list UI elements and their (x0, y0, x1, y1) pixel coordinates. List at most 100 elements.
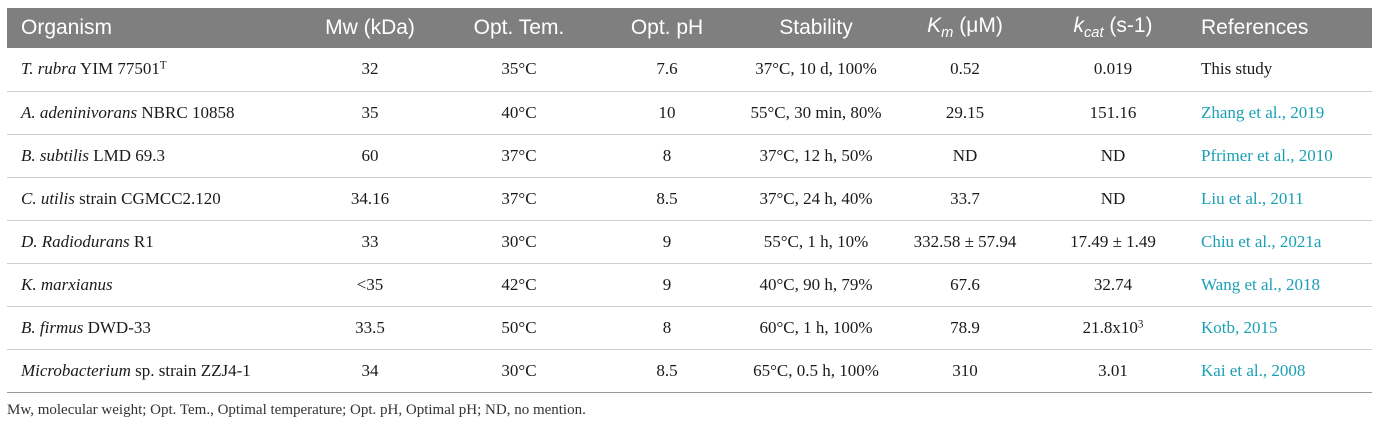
organism-strain: strain CGMCC2.120 (74, 188, 221, 208)
cell-organism: B. firmus DWD-33 (7, 306, 295, 349)
cell-stability: 40°C, 90 h, 79% (759, 274, 873, 294)
cell-opt-ph: 8.5 (656, 188, 678, 208)
cell-organism: Microbacterium sp. strain ZZJ4-1 (7, 349, 295, 392)
reference-link[interactable]: Liu et al., 2011 (1201, 188, 1304, 208)
cell-opt-ph: 9 (662, 231, 672, 251)
table-row: A. adeninivorans NBRC 10858 35 40°C 10 55°C,… (7, 91, 1372, 134)
table-footnote: Mw, molecular weight; Opt. Tem., Optimal… (7, 402, 586, 418)
header-opt-ph: Opt. pH (630, 16, 704, 39)
organism-genus-species: K. marxianus (21, 274, 113, 294)
cell-km: 0.52 (950, 59, 980, 79)
header-kcat-unit: (s-1) (1103, 14, 1153, 38)
cell-mw: 34 (361, 360, 379, 380)
cell-opt-tem: 37°C (501, 145, 537, 165)
cell-mw: <35 (356, 274, 384, 294)
reference-link[interactable]: Pfrimer et al., 2010 (1201, 145, 1333, 165)
header-kcat-subscript: cat (1083, 25, 1104, 42)
organism-genus-species: Microbacterium (21, 360, 131, 380)
header-km-unit: (μM) (953, 14, 1003, 38)
header-references: References (1201, 16, 1309, 39)
reference-link[interactable]: Chiu et al., 2021a (1201, 231, 1322, 251)
organism-superscript: T (159, 59, 167, 72)
cell-kcat: ND (1039, 177, 1187, 220)
organism-genus-species: B. subtilis (21, 145, 90, 165)
cell-mw: 33.5 (355, 317, 385, 337)
cell-mw: 32 (361, 59, 379, 79)
cell-opt-tem: 40°C (501, 102, 537, 122)
cell-opt-ph: 7.6 (656, 59, 678, 79)
cell-kcat: 17.49 ± 1.49 (1039, 220, 1187, 263)
cell-opt-ph: 10 (658, 102, 676, 122)
reference-text: This study (1201, 59, 1273, 79)
cell-opt-tem: 30°C (501, 360, 537, 380)
cell-organism: D. Radiodurans R1 (7, 220, 295, 263)
header-km-subscript: m (941, 25, 954, 42)
organism-genus-species: T. rubra (21, 59, 77, 79)
cell-opt-tem: 30°C (501, 231, 537, 251)
cell-stability: 55°C, 30 min, 80% (750, 102, 882, 122)
organism-strain: DWD-33 (83, 317, 151, 337)
header-km-symbol: K (927, 14, 942, 38)
kcat-value: ND (1100, 188, 1126, 208)
reference-link[interactable]: Wang et al., 2018 (1201, 274, 1321, 294)
kcat-superscript: 3 (1137, 317, 1144, 330)
organism-strain: LMD 69.3 (89, 145, 166, 165)
organism-genus-species: A. adeninivorans (21, 102, 138, 122)
header-opt-tem: Opt. Tem. (473, 16, 565, 39)
cell-km: 332.58 ± 57.94 (913, 231, 1017, 251)
cell-km: 310 (952, 360, 978, 380)
cell-opt-ph: 8 (662, 145, 672, 165)
enzyme-comparison-table: Organism Mw (kDa) Opt. Tem. Opt. pH Stab… (7, 8, 1372, 393)
kcat-value: 32.74 (1093, 274, 1133, 294)
cell-km: 33.7 (950, 188, 980, 208)
cell-stability: 37°C, 24 h, 40% (759, 188, 873, 208)
cell-mw: 33 (361, 231, 379, 251)
table-row: B. firmus DWD-33 33.5 50°C 8 60°C, 1 h, 100%… (7, 306, 1372, 349)
reference-link[interactable]: Kotb, 2015 (1201, 317, 1278, 337)
kcat-value: ND (1100, 145, 1126, 165)
cell-stability: 55°C, 1 h, 10% (763, 231, 869, 251)
kcat-value: 21.8x10 (1082, 317, 1138, 337)
header-km: Km (μM) (891, 8, 1039, 48)
kcat-value: 17.49 ± 1.49 (1070, 231, 1156, 251)
reference-link[interactable]: Zhang et al., 2019 (1201, 102, 1325, 122)
header-mw: Mw (kDa) (325, 16, 415, 39)
cell-opt-ph: 8 (662, 317, 672, 337)
header-stability: Stability (779, 16, 853, 39)
header-organism: Organism (21, 16, 113, 39)
kcat-value: 3.01 (1098, 360, 1128, 380)
cell-organism: A. adeninivorans NBRC 10858 (7, 91, 295, 134)
cell-opt-tem: 37°C (501, 188, 537, 208)
table-row: K. marxianus <35 42°C 9 40°C, 90 h, 79% 67.6 3… (7, 263, 1372, 306)
organism-genus-species: B. firmus (21, 317, 84, 337)
cell-kcat: 21.8x103 (1039, 306, 1187, 349)
cell-stability: 60°C, 1 h, 100% (759, 317, 873, 337)
enzyme-comparison-table-container: Organism Mw (kDa) Opt. Tem. Opt. pH Stab… (7, 8, 1372, 393)
reference-link[interactable]: Kai et al., 2008 (1201, 360, 1306, 380)
cell-kcat: 151.16 (1039, 91, 1187, 134)
table-body: T. rubra YIM 77501T 32 35°C 7.6 37°C, 10 d, … (7, 48, 1372, 392)
kcat-value: 151.16 (1089, 102, 1137, 122)
cell-opt-ph: 9 (662, 274, 672, 294)
organism-genus-species: D. Radiodurans (21, 231, 130, 251)
cell-km: 78.9 (950, 317, 980, 337)
organism-strain: sp. strain ZZJ4-1 (130, 360, 251, 380)
cell-km: ND (952, 145, 978, 165)
table-row: C. utilis strain CGMCC2.120 34.16 37°C 8.5 3… (7, 177, 1372, 220)
cell-kcat: 3.01 (1039, 349, 1187, 392)
organism-strain: YIM 77501 (76, 59, 160, 79)
cell-mw: 60 (361, 145, 379, 165)
cell-organism: K. marxianus (7, 263, 295, 306)
cell-km: 29.15 (945, 102, 985, 122)
table-row: B. subtilis LMD 69.3 60 37°C 8 37°C, 12 h, 5… (7, 134, 1372, 177)
header-kcat-symbol: k (1073, 14, 1084, 38)
kcat-value: 0.019 (1093, 59, 1133, 79)
organism-strain: NBRC 10858 (137, 102, 235, 122)
cell-mw: 35 (361, 102, 379, 122)
cell-opt-tem: 50°C (501, 317, 537, 337)
cell-stability: 37°C, 10 d, 100% (755, 59, 877, 79)
cell-stability: 37°C, 12 h, 50% (759, 145, 873, 165)
header-kcat: kcat (s-1) (1039, 8, 1187, 48)
cell-kcat: ND (1039, 134, 1187, 177)
cell-organism: T. rubra YIM 77501T (7, 48, 295, 91)
